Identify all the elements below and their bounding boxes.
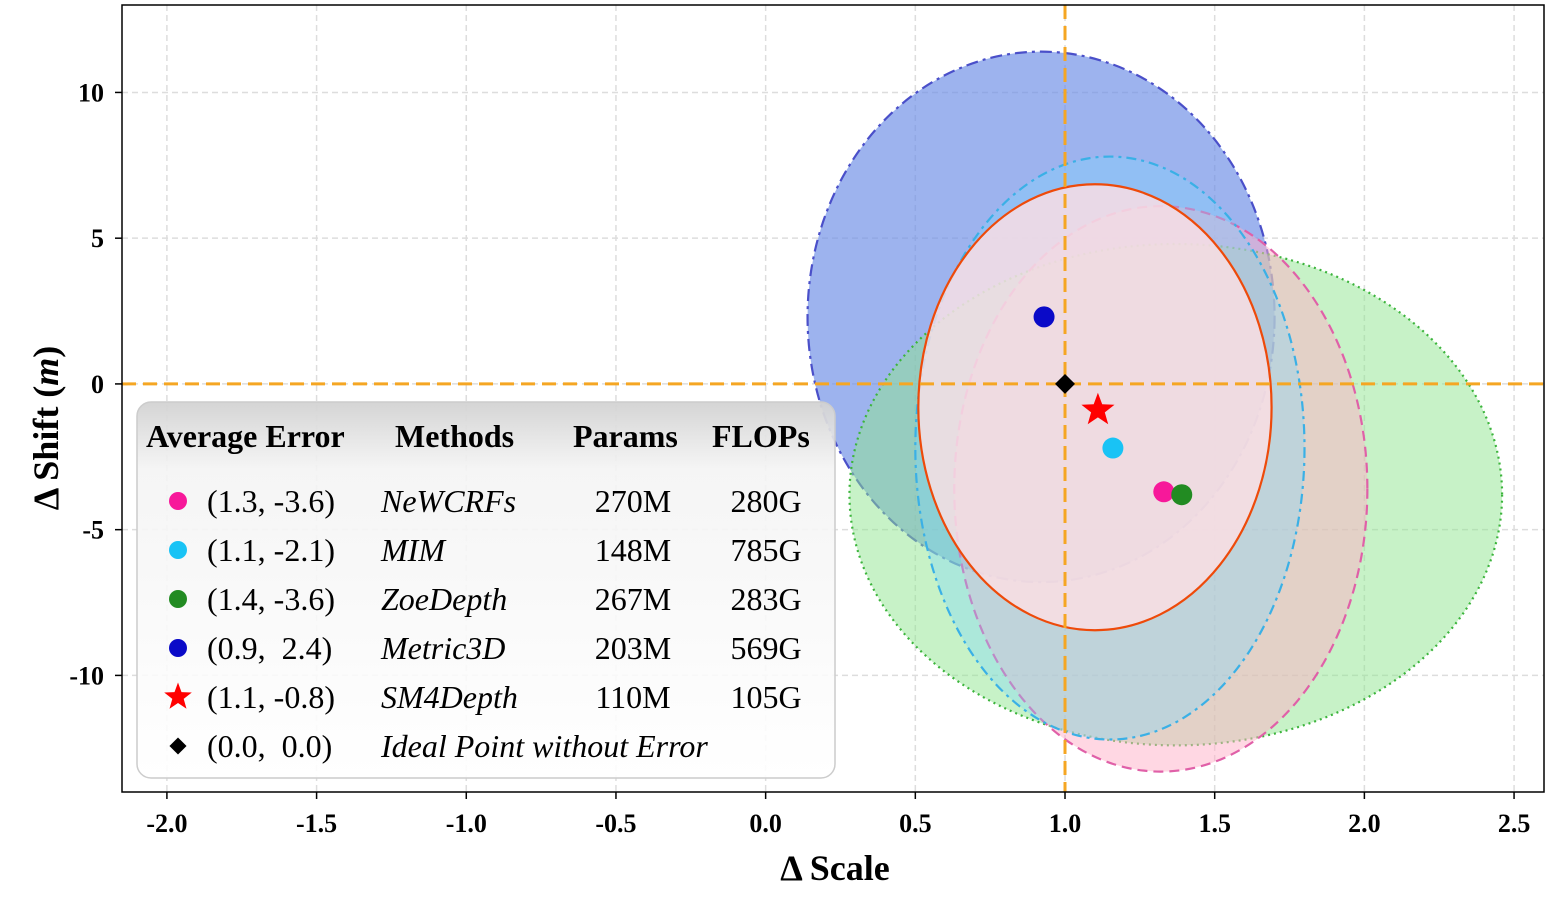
legend-error-sm4depth: (1.1, -0.8) — [207, 679, 335, 715]
point-sm4depth — [1081, 392, 1115, 425]
legend-flops-sm4depth: 105G — [730, 679, 801, 715]
legend-flops-metric3d: 569G — [730, 630, 801, 666]
x-tick-label-7: 1.5 — [1198, 809, 1231, 838]
y-tick-label-2: 0 — [91, 370, 104, 399]
point-ideal-point-without-error — [1055, 373, 1075, 394]
legend-params-mim: 148M — [595, 532, 671, 568]
plot-frame — [121, 4, 1545, 793]
legend-error-metric3d: (0.9, 2.4) — [207, 630, 332, 666]
legend-method-sm4depth: SM4Depth — [381, 679, 518, 715]
legend-header-error: Average Error — [146, 418, 345, 454]
error-ellipses — [806, 50, 1504, 773]
legend-header-params: Params — [573, 418, 678, 454]
point-mim — [1102, 437, 1124, 459]
x-tick-label-0: -2.0 — [146, 809, 187, 838]
y-axis-title: Δ Shift (m) — [26, 346, 66, 511]
legend-method-newcrfs: NeWCRFs — [380, 483, 516, 519]
reference-lines — [122, 5, 1544, 792]
x-tick-label-6: 1.0 — [1049, 809, 1082, 838]
legend-flops-zoedepth: 283G — [730, 581, 801, 617]
x-tick-label-2: -1.0 — [446, 809, 487, 838]
legend-error-ideal-point-without-error: (0.0, 0.0) — [207, 728, 332, 764]
y-tick-label-0: 10 — [78, 78, 104, 107]
x-tick-label-3: -0.5 — [595, 809, 636, 838]
legend-marker-zoedepth — [169, 590, 187, 608]
point-metric3d — [1033, 306, 1055, 328]
legend-method-zoedepth: ZoeDepth — [381, 581, 507, 617]
legend-params-zoedepth: 267M — [595, 581, 671, 617]
legend-marker-metric3d — [169, 639, 187, 657]
legend-method-metric3d: Metric3D — [380, 630, 505, 666]
legend-method-ideal-point-without-error: Ideal Point without Error — [380, 728, 708, 764]
legend: Average Error Methods Params FLOPs (1.3,… — [136, 401, 836, 779]
legend-params-newcrfs: 270M — [595, 483, 671, 519]
y-tick-label-3: -5 — [82, 516, 104, 545]
legend-params-sm4depth: 110M — [595, 679, 670, 715]
legend-params-metric3d: 203M — [595, 630, 671, 666]
legend-error-zoedepth: (1.4, -3.6) — [207, 581, 335, 617]
x-tick-label-1: -1.5 — [296, 809, 337, 838]
y-tick-label-4: -10 — [69, 661, 104, 690]
legend-marker-ideal-point-without-error — [169, 737, 187, 755]
legend-header-flops: FLOPs — [712, 418, 810, 454]
legend-rows: (1.3, -3.6) NeWCRFs 270M 280G (1.1, -2.1) MIM… — [164, 483, 802, 764]
x-axis-title: Δ Scale — [780, 848, 890, 888]
x-tick-label-9: 2.5 — [1498, 809, 1531, 838]
y-axis-title-prefix: Δ Shift ( — [26, 386, 66, 511]
x-tick-label-8: 2.0 — [1348, 809, 1381, 838]
legend-error-newcrfs: (1.3, -3.6) — [207, 483, 335, 519]
data-points — [1033, 306, 1193, 506]
y-axis-title-suffix: ) — [26, 346, 66, 358]
legend-marker-mim — [169, 541, 187, 559]
point-zoedepth — [1171, 484, 1193, 506]
legend-error-mim: (1.1, -2.1) — [207, 532, 335, 568]
legend-method-mim: MIM — [380, 532, 447, 568]
x-tick-label-4: 0.0 — [749, 809, 782, 838]
y-tick-label-1: 5 — [91, 224, 104, 253]
legend-header-methods: Methods — [395, 418, 514, 454]
legend-box — [136, 401, 836, 779]
legend-marker-newcrfs — [169, 492, 187, 510]
y-axis-title-unit: m — [26, 358, 66, 386]
legend-marker-sm4depth — [164, 682, 192, 709]
x-tick-label-5: 0.5 — [899, 809, 932, 838]
legend-flops-mim: 785G — [730, 532, 801, 568]
legend-flops-newcrfs: 280G — [730, 483, 801, 519]
point-newcrfs — [1153, 481, 1175, 503]
axis-ticks: -2.0 -1.5 -1.0 -0.5 0.0 0.5 1.0 1.5 2.0 2.5 10 5 0 -5… — [69, 78, 1530, 838]
